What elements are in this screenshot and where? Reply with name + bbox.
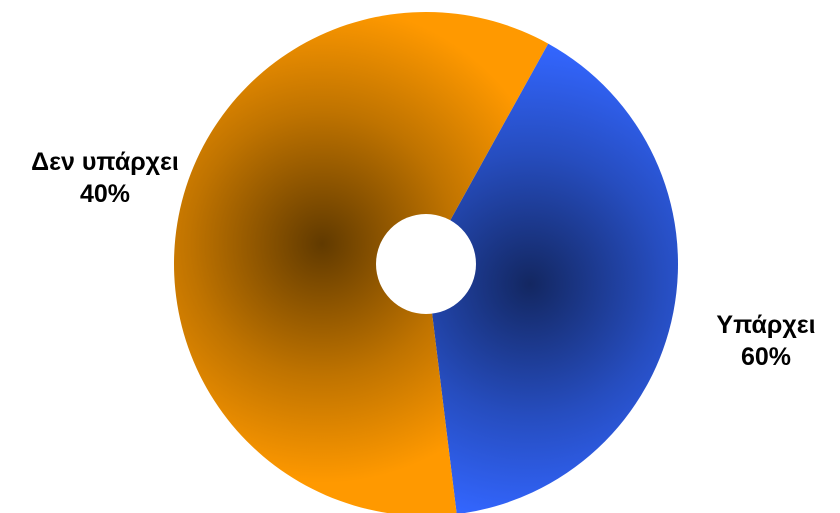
slice-label-name: Δεν υπάρχει	[31, 148, 179, 176]
slice-label-yparxei: Υπάρχει 60%	[692, 309, 840, 373]
slice-label-name: Υπάρχει	[716, 311, 816, 339]
slice-label-value: 60%	[740, 343, 792, 371]
donut-hole	[376, 214, 476, 314]
pie-slice-den-yparxei	[426, 43, 678, 513]
pie-slice-yparxei	[174, 12, 549, 513]
slice-label-value: 40%	[79, 180, 131, 208]
slice-label-den-yparxei: Δεν υπάρχει 40%	[0, 146, 210, 210]
